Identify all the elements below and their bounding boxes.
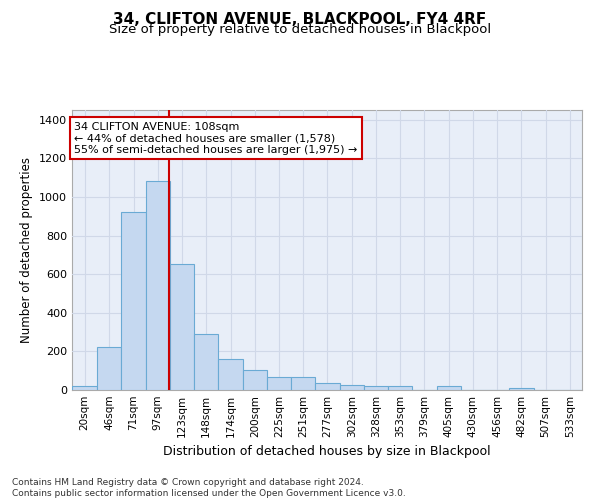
Text: 34, CLIFTON AVENUE, BLACKPOOL, FY4 4RF: 34, CLIFTON AVENUE, BLACKPOOL, FY4 4RF [113, 12, 487, 28]
X-axis label: Distribution of detached houses by size in Blackpool: Distribution of detached houses by size … [163, 446, 491, 458]
Bar [146, 182, 170, 390]
Bar [291, 377, 316, 390]
Text: Contains HM Land Registry data © Crown copyright and database right 2024.
Contai: Contains HM Land Registry data © Crown c… [12, 478, 406, 498]
Bar [340, 385, 364, 390]
Bar [364, 386, 388, 390]
Bar [121, 212, 146, 390]
Bar [170, 264, 194, 390]
Bar [97, 346, 121, 390]
Text: 34 CLIFTON AVENUE: 108sqm
← 44% of detached houses are smaller (1,578)
55% of se: 34 CLIFTON AVENUE: 108sqm ← 44% of detac… [74, 122, 358, 155]
Bar [509, 388, 533, 390]
Bar [218, 360, 242, 390]
Bar [194, 334, 218, 390]
Bar [267, 377, 291, 390]
Bar [72, 386, 97, 390]
Bar [388, 386, 412, 390]
Bar [242, 370, 267, 390]
Y-axis label: Number of detached properties: Number of detached properties [20, 157, 34, 343]
Bar [437, 386, 461, 390]
Bar [316, 383, 340, 390]
Text: Size of property relative to detached houses in Blackpool: Size of property relative to detached ho… [109, 22, 491, 36]
